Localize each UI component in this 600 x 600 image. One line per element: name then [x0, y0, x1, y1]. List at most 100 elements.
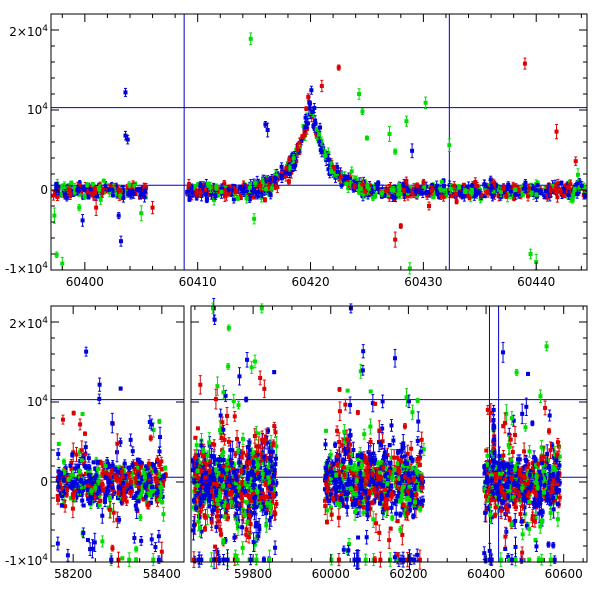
data-point	[509, 457, 514, 465]
data-point	[338, 495, 343, 501]
data-point	[503, 547, 508, 552]
data-point	[337, 386, 342, 392]
data-point	[398, 511, 403, 518]
data-point	[534, 192, 539, 197]
data-point	[95, 194, 100, 199]
data-point	[551, 471, 556, 479]
data-point	[336, 508, 341, 528]
data-point	[359, 452, 364, 459]
data-point	[113, 466, 118, 472]
data-point	[329, 553, 334, 566]
data-point	[407, 484, 412, 489]
data-point	[240, 541, 245, 555]
data-point	[544, 341, 549, 352]
x-tick-label: 60440	[517, 275, 555, 289]
data-point	[248, 494, 253, 500]
data-point	[201, 493, 206, 498]
data-point	[393, 348, 398, 368]
data-point	[556, 487, 561, 492]
data-point	[201, 448, 206, 454]
data-point	[348, 486, 353, 492]
data-point	[87, 463, 92, 471]
data-point	[82, 193, 87, 200]
data-point	[104, 470, 109, 475]
data-point	[554, 123, 559, 140]
data-point	[342, 465, 347, 470]
x-tick-label: 60410	[179, 275, 217, 289]
data-point	[243, 489, 248, 494]
data-point	[220, 472, 225, 479]
data-point	[379, 495, 384, 502]
data-point	[483, 184, 488, 189]
data-point	[539, 511, 544, 516]
data-point	[273, 540, 278, 555]
data-point	[235, 196, 240, 201]
data-point	[65, 548, 70, 562]
data-point	[457, 184, 462, 190]
data-point	[205, 488, 210, 495]
data-point	[401, 443, 406, 451]
data-point	[370, 470, 375, 478]
data-point	[68, 463, 73, 468]
data-point	[219, 189, 224, 194]
data-point	[235, 430, 240, 448]
data-point	[415, 398, 420, 404]
data-point	[355, 409, 360, 416]
data-point	[239, 468, 244, 474]
data-point	[157, 418, 162, 424]
data-point	[261, 556, 266, 563]
data-point	[116, 484, 121, 491]
data-point	[523, 423, 528, 432]
data-point	[501, 450, 506, 461]
data-point	[543, 400, 548, 416]
data-point	[329, 508, 334, 521]
data-point	[393, 148, 398, 155]
data-point	[117, 188, 122, 193]
data-point	[522, 57, 527, 70]
data-point	[418, 505, 423, 513]
data-point	[332, 485, 337, 492]
data-point	[91, 460, 96, 465]
data-point	[110, 485, 115, 490]
data-point	[410, 404, 415, 420]
data-point	[547, 409, 552, 422]
top-panel: -1×104 0 104 2×104 60400 60410 60420 60430 60440	[5, 13, 588, 289]
data-point	[97, 502, 102, 508]
data-point	[342, 424, 347, 440]
data-point	[198, 375, 203, 395]
data-point	[80, 412, 85, 417]
data-point	[505, 484, 510, 490]
data-point	[377, 420, 382, 441]
data-point	[353, 500, 358, 508]
data-point	[245, 352, 250, 368]
data-point	[131, 495, 136, 500]
data-point	[335, 425, 340, 437]
data-point	[107, 501, 112, 519]
data-point	[550, 464, 555, 469]
data-point	[513, 426, 518, 444]
data-point	[543, 189, 548, 194]
data-point	[157, 497, 162, 503]
data-point	[61, 476, 66, 483]
data-point	[80, 214, 85, 227]
data-point	[248, 554, 253, 566]
data-point	[85, 487, 90, 493]
data-point	[87, 472, 92, 477]
data-point	[52, 207, 57, 224]
data-point	[551, 542, 556, 549]
data-point	[125, 481, 130, 488]
data-point	[92, 185, 97, 193]
data-point	[352, 183, 357, 190]
data-point	[242, 512, 247, 518]
data-point	[153, 542, 158, 553]
data-point	[510, 446, 515, 458]
data-point	[240, 432, 245, 446]
data-point	[263, 121, 268, 128]
data-point	[557, 493, 562, 502]
data-point	[221, 482, 226, 489]
data-point	[530, 420, 535, 427]
data-point	[435, 189, 440, 196]
data-point	[215, 481, 220, 488]
data-point	[517, 472, 522, 477]
data-point	[214, 467, 219, 474]
